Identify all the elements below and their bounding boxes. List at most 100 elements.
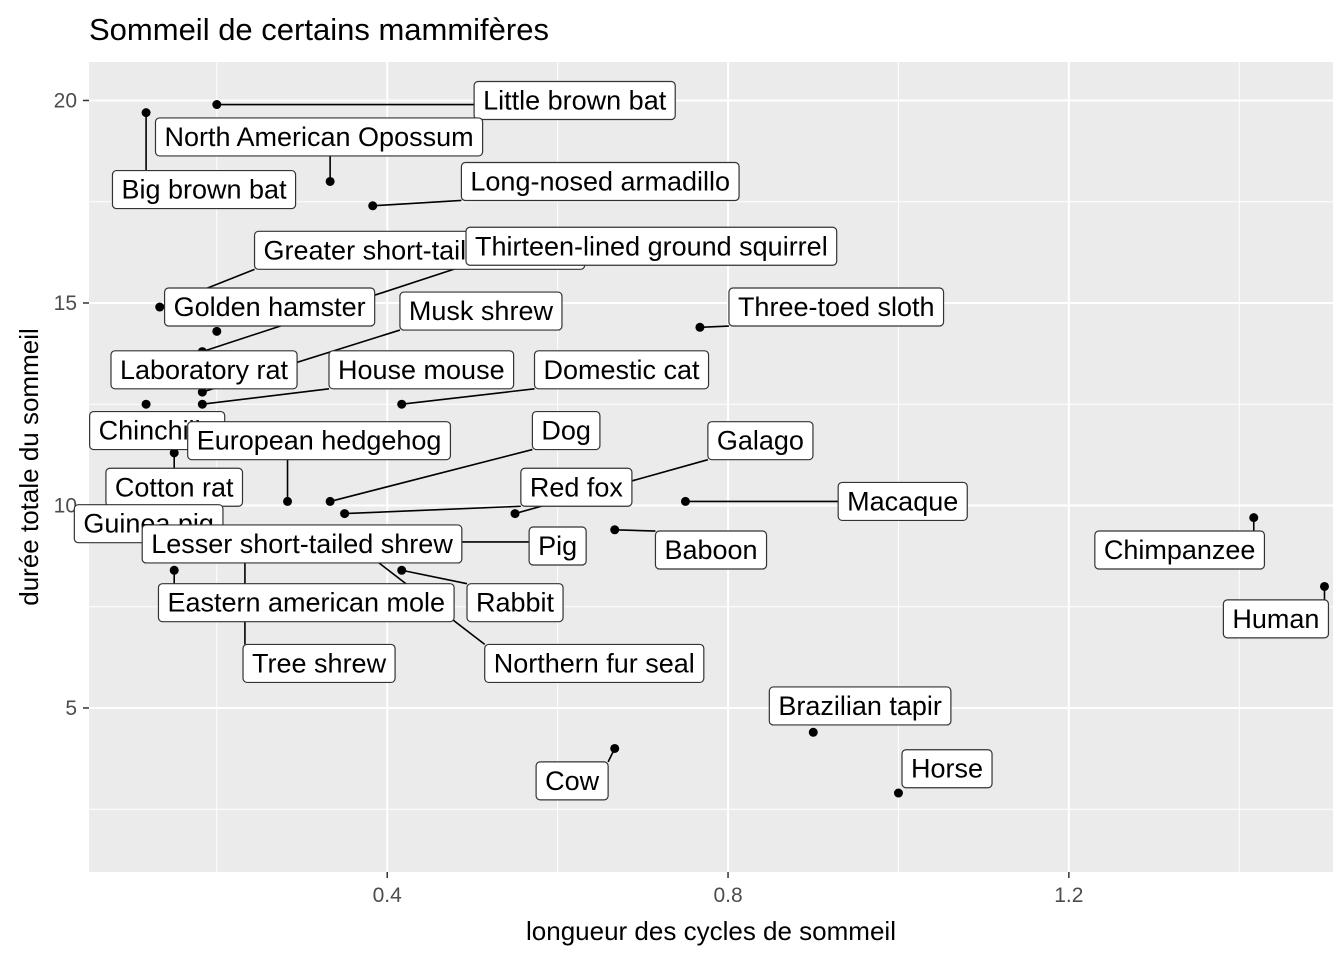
point-label: Northern fur seal [484, 643, 705, 684]
data-point [368, 201, 378, 211]
point-label: Dog [531, 410, 601, 451]
point-label-box [466, 583, 564, 623]
data-point [893, 788, 903, 798]
data-point [325, 496, 335, 506]
point-label-text: Laboratory rat [120, 355, 289, 385]
point-label-text: Thirteen-lined ground squirrel [475, 231, 828, 261]
y-tick-label: 15 [54, 292, 77, 315]
point-label: Red fox [520, 467, 633, 507]
point-label-box [528, 526, 587, 566]
point-label-text: Eastern american mole [167, 588, 445, 618]
point-label-box [163, 287, 376, 327]
point-label-text: Lesser short-tailed shrew [151, 529, 453, 559]
point-label-text: Tree shrew [252, 648, 387, 678]
point-label-text: Rabbit [476, 588, 555, 618]
point-label: Lesser short-tailed shrew [141, 524, 463, 564]
point-label-box [154, 117, 484, 157]
point-label-box [535, 761, 609, 801]
gridlines [89, 62, 1333, 872]
point-label-text: Pig [538, 531, 577, 561]
x-axis-title: longueur des cycles de sommeil [526, 916, 896, 946]
point-labels: Little brown bat Big brown bat North Ameri… [73, 80, 1330, 801]
data-point [610, 525, 620, 535]
point-label-text: Northern fur seal [494, 648, 695, 678]
point-label-text: Macaque [847, 486, 958, 516]
data-point [397, 565, 407, 575]
leader-line [329, 448, 533, 503]
point-label: Horse [901, 749, 993, 789]
leader-line [344, 505, 521, 515]
point-label-box [157, 583, 455, 623]
point-label-box [484, 643, 705, 684]
axes: 0.4 0.8 1.2 5 10 15 20 [54, 89, 1084, 907]
data-point [169, 565, 179, 575]
point-label-text: Cow [545, 766, 600, 796]
point-label: Baboon [654, 530, 768, 570]
point-label-box [533, 350, 710, 390]
data-point [197, 399, 207, 409]
leader-line [202, 388, 330, 406]
point-label: Long-nosed armadillo [460, 161, 740, 202]
point-label-text: Red fox [530, 472, 624, 502]
point-label: Domestic cat [533, 350, 710, 390]
data-point [1249, 513, 1259, 523]
point-label: Big brown bat [111, 169, 297, 210]
point-label-box [187, 421, 452, 461]
point-label: European hedgehog [187, 421, 452, 461]
leader-line [699, 325, 729, 329]
point-label: Pig [528, 526, 587, 566]
point-label-text: House mouse [338, 355, 505, 385]
point-label-text: Dog [541, 416, 591, 446]
point-label-box [1094, 530, 1266, 570]
point-label-text: Baboon [664, 535, 757, 565]
point-label: Galago [707, 421, 814, 461]
point-label-box [728, 287, 945, 327]
data-point [1319, 581, 1329, 591]
point-label-text: Long-nosed armadillo [470, 166, 730, 196]
data-point [283, 496, 293, 506]
point-label-text: Little brown bat [483, 85, 667, 115]
data-point [808, 727, 818, 737]
data-point [397, 399, 407, 409]
point-label: Laboratory rat [110, 350, 298, 390]
point-label-box [531, 410, 601, 451]
data-point [695, 322, 705, 332]
point-label-box [768, 686, 952, 726]
y-axis-title: durée totale du sommeil [14, 328, 44, 605]
point-label-text: Big brown bat [121, 175, 287, 205]
point-label: House mouse [328, 350, 515, 390]
point-label-box [1222, 599, 1330, 639]
point-label-box [473, 80, 676, 121]
data-point [141, 108, 151, 118]
point-label: Three-toed sloth [728, 287, 945, 327]
point-label-box [111, 169, 297, 210]
point-label: Musk shrew [399, 291, 563, 331]
leader-line [401, 569, 468, 585]
point-label: Rabbit [466, 583, 564, 623]
y-tick-label: 10 [54, 494, 77, 517]
data-point [141, 399, 151, 409]
data-point [212, 326, 222, 336]
point-label-box [141, 524, 463, 564]
point-label: Cow [535, 761, 609, 801]
data-point [197, 387, 207, 397]
data-point [680, 496, 690, 506]
point-label-box [110, 350, 298, 390]
x-tick-label: 1.2 [1054, 884, 1083, 907]
point-label-text: Musk shrew [409, 296, 554, 326]
point-label-box [901, 749, 993, 789]
point-label-text: Galago [717, 426, 804, 456]
x-tick-label: 0.4 [373, 884, 403, 907]
point-label-text: Horse [911, 754, 983, 784]
point-label-box [242, 643, 396, 684]
leader-line [401, 388, 535, 406]
point-label-box [328, 350, 515, 390]
leader-line [372, 199, 462, 207]
x-tick-label: 0.8 [713, 884, 742, 907]
data-point [610, 743, 620, 753]
data-point [510, 509, 520, 519]
point-label-text: Human [1232, 604, 1319, 634]
point-label: Golden hamster [163, 287, 376, 327]
point-label-text: Three-toed sloth [738, 292, 935, 322]
